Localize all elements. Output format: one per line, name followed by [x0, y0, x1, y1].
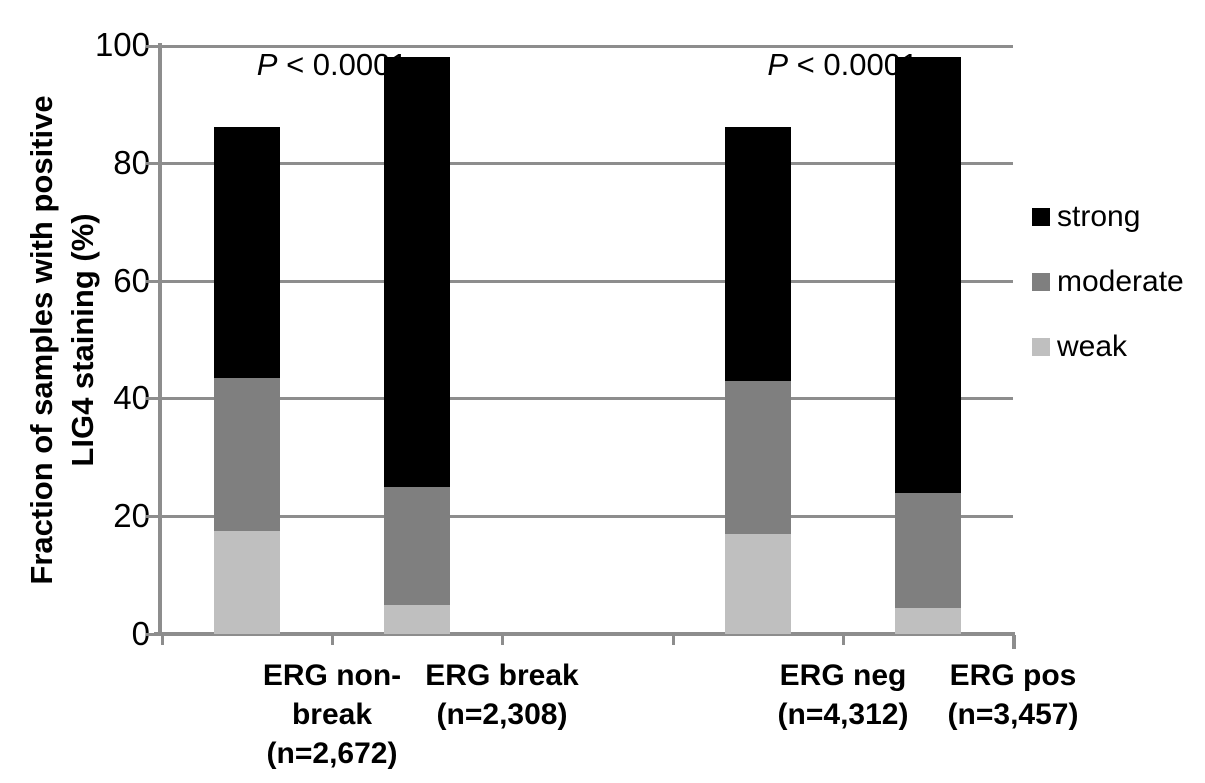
- legend-swatch-weak: [1032, 338, 1050, 356]
- y-axis-tick-100: [146, 45, 159, 48]
- x-axis-tick-60: [671, 635, 675, 645]
- y-axis-tick-label-20: 20: [113, 497, 150, 535]
- stacked-bar-2: [384, 45, 451, 634]
- x-category-label-erg-break: ERG break (n=2,308): [425, 659, 579, 731]
- stacked-bar-1: [214, 45, 281, 634]
- y-axis-tick-20: [146, 515, 159, 519]
- p-value-annotation-left: P < 0.0001: [182, 47, 482, 87]
- y-axis-tick-40: [146, 397, 159, 401]
- y-axis-tick-80: [146, 161, 159, 165]
- y-axis-tick-0: [146, 633, 159, 636]
- bar-segment-weak: [384, 604, 451, 634]
- y-axis-tick-60: [146, 279, 159, 283]
- y-axis-title-wrap: Fraction of samples with positive LIG4 s…: [10, 45, 116, 634]
- y-axis-tick-label-60: 60: [113, 261, 150, 299]
- x-category-label-erg-pos: ERG pos (n=3,457): [947, 659, 1079, 731]
- gridline-60: [162, 279, 1013, 283]
- legend-swatch-strong: [1032, 208, 1050, 226]
- gridline-40: [162, 397, 1013, 401]
- bar-segment-weak: [724, 533, 791, 634]
- bar-segment-moderate: [894, 492, 961, 608]
- x-axis-tick-0: [161, 635, 164, 645]
- bar-segment-weak: [214, 530, 281, 634]
- x-category-label-erg-neg: ERG neg (n=4,312): [777, 659, 909, 731]
- legend-swatch-moderate: [1032, 273, 1050, 291]
- stacked-bar-4: [894, 45, 961, 634]
- y-axis-tick-label-100: 100: [94, 26, 150, 63]
- y-axis-tick-label-80: 80: [113, 143, 150, 181]
- bar-segment-moderate: [214, 377, 281, 531]
- gridline-100: [162, 45, 1013, 48]
- gridline-80: [162, 161, 1013, 165]
- bar-segment-strong: [894, 56, 961, 493]
- stacked-bar-3: [724, 45, 791, 634]
- bar-segment-moderate: [724, 380, 791, 534]
- p-value-annotation-right: P < 0.0001: [693, 47, 993, 87]
- legend: strong moderate weak: [1032, 200, 1184, 395]
- p-value-text: < 0.0001: [796, 47, 919, 82]
- x-category-label-erg-non-break: ERG non- break (n=2,672): [262, 659, 402, 770]
- legend-item-weak: weak: [1032, 330, 1184, 364]
- p-value-variable: P: [256, 47, 278, 82]
- legend-label-weak: weak: [1057, 330, 1128, 363]
- y-axis-title-line-2: LIG4 staining (%): [65, 212, 100, 467]
- p-value-variable: P: [767, 47, 789, 82]
- bar-segment-weak: [894, 607, 961, 634]
- plot-area: P < 0.0001 P < 0.0001: [146, 43, 1016, 649]
- y-axis-line: [158, 43, 162, 636]
- legend-item-strong: strong: [1032, 200, 1184, 234]
- legend-item-moderate: moderate: [1032, 265, 1184, 299]
- y-axis-tick-label-0: 0: [131, 615, 150, 652]
- x-axis-line: [154, 632, 1015, 636]
- gridline-20: [162, 515, 1013, 519]
- y-axis-title: Fraction of samples with positive LIG4 s…: [22, 20, 104, 660]
- p-value-text: < 0.0001: [286, 47, 408, 82]
- x-axis-tick-40: [501, 635, 505, 645]
- x-axis-tick-80: [841, 635, 845, 645]
- x-axis-tick-100: [1012, 635, 1016, 649]
- legend-label-strong: strong: [1057, 200, 1141, 233]
- bar-segment-moderate: [384, 486, 451, 605]
- bar-segment-strong: [724, 127, 791, 381]
- y-axis-tick-label-40: 40: [113, 379, 150, 417]
- bar-segment-strong: [214, 127, 281, 378]
- bar-segment-strong: [384, 56, 451, 487]
- x-axis-tick-20: [331, 635, 335, 645]
- legend-label-moderate: moderate: [1057, 265, 1184, 298]
- y-axis-title-line-1: Fraction of samples with positive: [24, 94, 60, 585]
